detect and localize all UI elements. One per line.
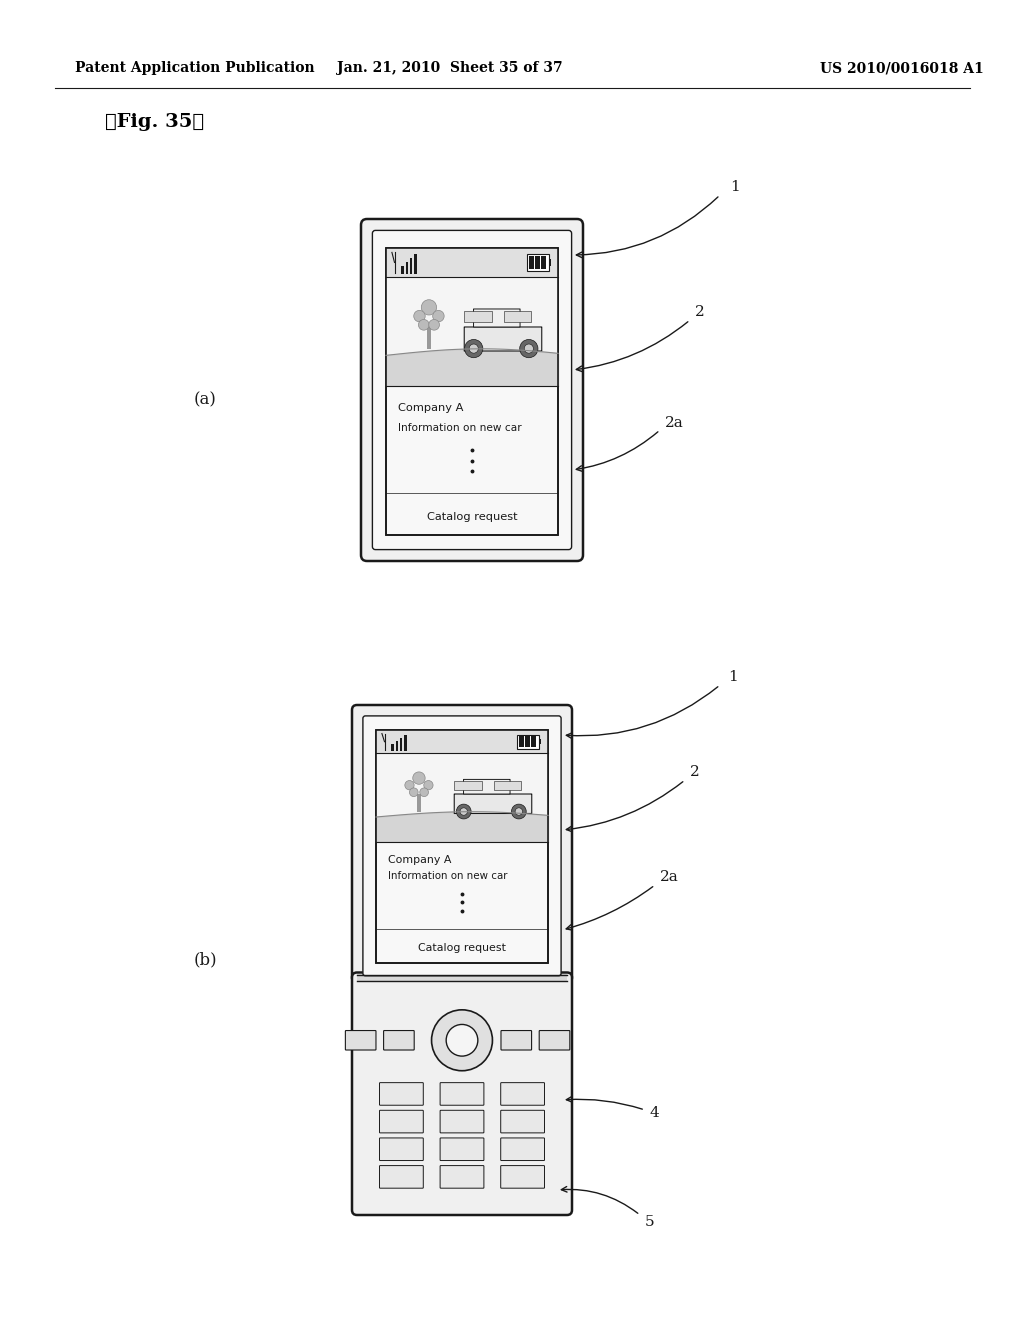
Bar bbox=[536, 256, 540, 269]
Text: (a): (a) bbox=[194, 392, 216, 408]
FancyBboxPatch shape bbox=[473, 309, 520, 327]
Text: 4: 4 bbox=[650, 1106, 659, 1119]
Text: 1: 1 bbox=[730, 180, 739, 194]
FancyBboxPatch shape bbox=[440, 1138, 484, 1160]
FancyBboxPatch shape bbox=[384, 1031, 414, 1049]
Text: Jan. 21, 2010  Sheet 35 of 37: Jan. 21, 2010 Sheet 35 of 37 bbox=[337, 61, 563, 75]
FancyBboxPatch shape bbox=[380, 1082, 423, 1105]
Bar bbox=[528, 256, 534, 269]
Bar bbox=[427, 327, 431, 348]
Circle shape bbox=[457, 804, 471, 818]
FancyBboxPatch shape bbox=[540, 1031, 569, 1049]
Bar bbox=[401, 265, 404, 275]
FancyBboxPatch shape bbox=[501, 1166, 545, 1188]
FancyBboxPatch shape bbox=[440, 1082, 484, 1105]
Bar bbox=[391, 744, 394, 751]
Circle shape bbox=[520, 339, 538, 358]
Circle shape bbox=[413, 772, 425, 784]
Circle shape bbox=[404, 780, 414, 789]
Text: 1: 1 bbox=[728, 671, 737, 684]
Circle shape bbox=[429, 319, 439, 330]
Bar bbox=[376, 730, 548, 962]
FancyBboxPatch shape bbox=[361, 219, 583, 561]
Circle shape bbox=[460, 808, 467, 816]
Text: Patent Application Publication: Patent Application Publication bbox=[75, 61, 314, 75]
Text: 【Fig. 35】: 【Fig. 35】 bbox=[105, 114, 204, 131]
FancyBboxPatch shape bbox=[380, 1138, 423, 1160]
Circle shape bbox=[511, 804, 526, 818]
Circle shape bbox=[410, 788, 418, 796]
FancyBboxPatch shape bbox=[501, 1082, 545, 1105]
Text: 2a: 2a bbox=[665, 416, 684, 430]
Bar bbox=[376, 730, 548, 962]
Text: Company A: Company A bbox=[388, 855, 452, 865]
Circle shape bbox=[420, 788, 428, 796]
Text: Catalog request: Catalog request bbox=[427, 512, 517, 523]
Bar bbox=[417, 795, 421, 812]
Bar bbox=[527, 253, 550, 271]
FancyBboxPatch shape bbox=[352, 973, 572, 1214]
Circle shape bbox=[419, 319, 429, 330]
FancyBboxPatch shape bbox=[380, 1166, 423, 1188]
Circle shape bbox=[524, 345, 534, 354]
Text: 5: 5 bbox=[645, 1214, 654, 1229]
Bar bbox=[550, 259, 551, 265]
Bar bbox=[494, 781, 521, 791]
Bar bbox=[410, 257, 413, 275]
FancyBboxPatch shape bbox=[373, 231, 571, 549]
Bar bbox=[386, 277, 558, 385]
Text: Company A: Company A bbox=[398, 404, 463, 413]
Text: 2a: 2a bbox=[660, 870, 679, 884]
Bar bbox=[414, 253, 417, 275]
Bar bbox=[386, 248, 558, 277]
FancyBboxPatch shape bbox=[501, 1138, 545, 1160]
Text: Information on new car: Information on new car bbox=[388, 871, 508, 880]
Bar bbox=[454, 781, 481, 791]
Bar bbox=[531, 737, 537, 747]
FancyBboxPatch shape bbox=[352, 705, 572, 982]
Bar bbox=[519, 737, 524, 747]
FancyBboxPatch shape bbox=[362, 715, 561, 975]
Bar bbox=[376, 730, 548, 754]
Bar bbox=[357, 974, 567, 982]
FancyBboxPatch shape bbox=[345, 1031, 376, 1049]
Circle shape bbox=[424, 780, 433, 789]
FancyBboxPatch shape bbox=[464, 779, 510, 795]
Circle shape bbox=[515, 808, 522, 816]
Bar bbox=[542, 256, 547, 269]
Bar bbox=[540, 739, 541, 744]
Bar bbox=[386, 248, 558, 535]
Text: Information on new car: Information on new car bbox=[398, 422, 521, 433]
Bar bbox=[395, 742, 398, 751]
FancyBboxPatch shape bbox=[455, 795, 531, 813]
FancyBboxPatch shape bbox=[440, 1166, 484, 1188]
Text: 2: 2 bbox=[695, 305, 705, 319]
Circle shape bbox=[433, 310, 444, 322]
Bar bbox=[403, 735, 407, 751]
Circle shape bbox=[469, 345, 478, 354]
Text: Catalog request: Catalog request bbox=[418, 944, 506, 953]
FancyBboxPatch shape bbox=[464, 327, 542, 351]
Bar bbox=[386, 248, 558, 535]
Circle shape bbox=[465, 339, 483, 358]
Bar bbox=[464, 310, 492, 322]
Bar bbox=[504, 310, 531, 322]
FancyBboxPatch shape bbox=[501, 1110, 545, 1133]
Text: (b): (b) bbox=[194, 952, 217, 969]
Text: US 2010/0016018 A1: US 2010/0016018 A1 bbox=[820, 61, 984, 75]
Bar bbox=[525, 737, 530, 747]
Text: 2: 2 bbox=[690, 766, 699, 779]
Bar bbox=[376, 754, 548, 842]
Circle shape bbox=[421, 300, 436, 315]
Bar bbox=[406, 261, 409, 275]
Bar bbox=[517, 735, 540, 748]
FancyBboxPatch shape bbox=[380, 1110, 423, 1133]
Circle shape bbox=[431, 1010, 493, 1071]
Circle shape bbox=[446, 1024, 478, 1056]
Bar bbox=[399, 738, 402, 751]
FancyBboxPatch shape bbox=[440, 1110, 484, 1133]
FancyBboxPatch shape bbox=[501, 1031, 531, 1049]
Circle shape bbox=[414, 310, 425, 322]
